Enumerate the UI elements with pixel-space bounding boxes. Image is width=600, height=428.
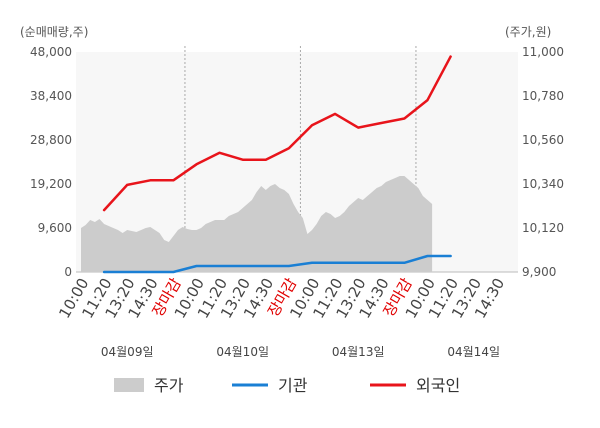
legend-swatch-area bbox=[114, 378, 144, 392]
foreign-point bbox=[149, 179, 152, 182]
legend-item: 외국인 bbox=[370, 376, 460, 395]
left-axis-tick-label: 19,200 bbox=[30, 177, 72, 191]
foreign-point bbox=[241, 158, 244, 161]
right-axis-tick-label: 10,780 bbox=[522, 89, 564, 103]
foreign-line bbox=[102, 55, 452, 212]
right-axis-tick-label: 10,120 bbox=[522, 221, 564, 235]
right-axis-tick-label: 11,000 bbox=[522, 45, 564, 59]
legend-label: 외국인 bbox=[416, 376, 460, 395]
date-label: 04월13일 bbox=[332, 345, 385, 359]
institution-point bbox=[403, 262, 406, 264]
date-label: 04월09일 bbox=[101, 345, 154, 359]
price-area bbox=[81, 176, 433, 272]
institution-point bbox=[172, 271, 175, 273]
foreign-point bbox=[265, 158, 267, 161]
left-axis-tick-label: 38,400 bbox=[30, 89, 72, 103]
legend-item: 주가 bbox=[114, 376, 184, 395]
foreign-point bbox=[449, 55, 452, 58]
institution-line bbox=[102, 254, 452, 274]
institution-point bbox=[195, 265, 198, 267]
foreign-point bbox=[403, 117, 406, 120]
institution-point bbox=[426, 255, 429, 257]
left-axis-unit-label: (순매매량,주) bbox=[20, 25, 88, 39]
right-axis-tick-label: 10,560 bbox=[522, 133, 564, 147]
legend-item: 기관 bbox=[232, 376, 308, 395]
foreign-point bbox=[195, 163, 198, 166]
institution-point bbox=[103, 271, 105, 273]
foreign-point bbox=[380, 122, 383, 124]
right-axis-tick-label: 9,900 bbox=[522, 265, 556, 279]
foreign-point bbox=[218, 152, 221, 154]
foreign-point bbox=[172, 179, 175, 182]
foreign-point bbox=[103, 209, 105, 211]
date-label: 04월10일 bbox=[216, 345, 269, 359]
foreign-point bbox=[126, 184, 128, 186]
legend-label: 주가 bbox=[154, 376, 184, 395]
left-axis-tick-label: 0 bbox=[64, 265, 72, 279]
institution-point bbox=[449, 255, 452, 257]
left-axis-tick-label: 28,800 bbox=[30, 133, 72, 147]
left-axis-tick-label: 48,000 bbox=[30, 45, 72, 59]
institution-point bbox=[288, 265, 290, 267]
right-axis-tick-label: 10,340 bbox=[522, 177, 564, 191]
left-axis-tick-label: 9,600 bbox=[38, 221, 72, 235]
right-axis-unit-label: (주가,원) bbox=[505, 25, 551, 39]
legend-label: 기관 bbox=[278, 376, 308, 395]
foreign-point bbox=[334, 113, 336, 115]
foreign-point bbox=[357, 126, 360, 129]
foreign-point bbox=[426, 99, 429, 101]
institution-point bbox=[311, 262, 313, 264]
date-label: 04월14일 bbox=[447, 345, 500, 359]
foreign-point bbox=[288, 147, 290, 150]
foreign-point bbox=[311, 124, 313, 127]
